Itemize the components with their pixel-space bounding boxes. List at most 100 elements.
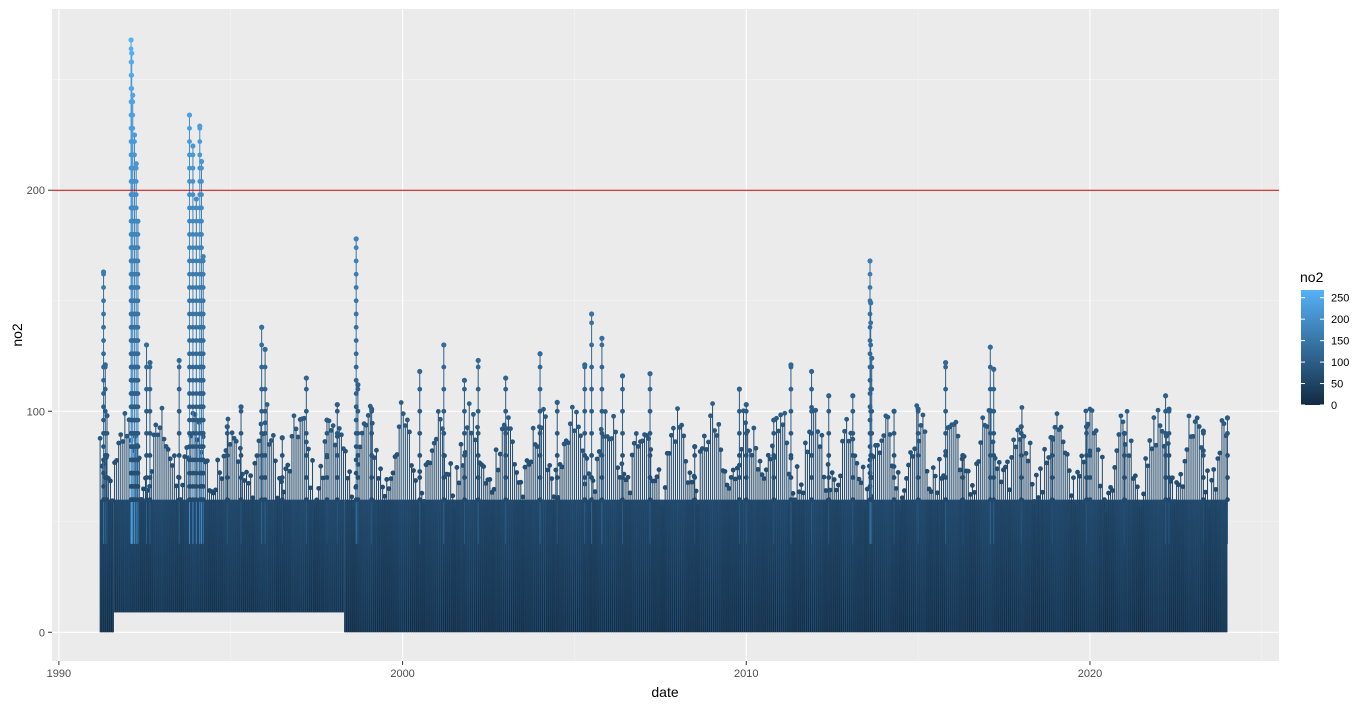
data-point — [411, 468, 416, 473]
data-point — [732, 476, 738, 482]
data-point — [200, 364, 206, 370]
data-point — [790, 491, 796, 496]
data-point — [135, 364, 141, 370]
data-point — [589, 311, 595, 317]
data-point — [662, 485, 668, 490]
data-point — [187, 470, 192, 476]
data-point — [503, 475, 509, 480]
data-point — [1200, 497, 1206, 503]
data-point — [238, 497, 244, 503]
data-point — [193, 298, 199, 304]
data-point — [805, 449, 810, 455]
data-point — [991, 453, 997, 458]
data-point — [1221, 421, 1227, 427]
data-point — [987, 453, 993, 458]
data-point — [1151, 415, 1157, 421]
data-point — [943, 386, 949, 392]
data-point — [1104, 507, 1109, 513]
data-point — [193, 205, 199, 211]
data-point — [503, 375, 509, 381]
data-point — [503, 426, 509, 431]
data-point — [932, 473, 938, 479]
data-point — [714, 433, 720, 438]
data-point — [739, 446, 744, 452]
data-point — [462, 386, 467, 392]
data-point — [788, 362, 794, 368]
data-point — [248, 473, 254, 479]
data-point — [200, 457, 206, 463]
data-point — [788, 475, 794, 480]
data-point — [1192, 419, 1198, 425]
data-point — [259, 386, 265, 392]
data-point — [572, 428, 577, 434]
data-point — [187, 364, 192, 370]
data-point — [528, 459, 534, 465]
data-point — [1069, 493, 1074, 499]
data-point — [582, 408, 588, 414]
data-point — [984, 424, 990, 429]
data-point — [398, 400, 404, 405]
data-point — [503, 453, 509, 458]
data-point — [1052, 424, 1058, 430]
data-point — [850, 408, 856, 414]
data-point — [235, 459, 241, 465]
data-point — [537, 408, 543, 414]
data-point — [1102, 497, 1107, 503]
data-point — [918, 423, 924, 428]
data-point — [782, 410, 788, 416]
data-point — [809, 475, 814, 480]
data-point — [193, 497, 199, 503]
data-point — [135, 245, 141, 251]
data-point — [252, 460, 258, 466]
data-point — [826, 408, 832, 414]
data-point — [190, 165, 196, 171]
data-point — [771, 430, 777, 436]
data-point — [262, 475, 268, 480]
data-point — [143, 342, 150, 348]
data-point — [110, 498, 115, 504]
data-point — [867, 351, 873, 357]
data-point — [190, 218, 196, 224]
data-point — [1011, 437, 1017, 443]
data-point — [135, 483, 141, 489]
data-point — [869, 430, 875, 436]
data-point — [190, 430, 196, 436]
data-point — [599, 386, 605, 392]
data-point — [219, 476, 225, 482]
data-point — [1225, 430, 1230, 436]
data-point — [953, 419, 959, 425]
data-point — [324, 417, 330, 423]
data-point — [197, 152, 203, 158]
data-point — [262, 430, 268, 436]
data-point — [279, 435, 285, 441]
data-point — [788, 408, 794, 414]
data-point — [633, 431, 639, 436]
data-point — [1184, 447, 1190, 453]
data-point — [413, 478, 419, 483]
data-point — [1205, 468, 1210, 474]
data-point — [757, 458, 763, 464]
data-point — [431, 440, 437, 446]
data-point — [101, 470, 106, 476]
data-point — [1075, 469, 1080, 475]
data-point — [743, 408, 749, 414]
data-point — [524, 458, 530, 463]
y-axis: 0 100 200 — [27, 185, 52, 639]
data-point — [355, 475, 361, 480]
data-point — [809, 453, 814, 458]
data-point — [718, 447, 724, 453]
data-point — [135, 444, 141, 450]
data-point — [187, 152, 192, 158]
data-point — [417, 408, 423, 414]
data-point — [334, 402, 340, 408]
data-point — [554, 408, 560, 414]
data-point — [187, 351, 192, 357]
data-point — [417, 368, 423, 375]
data-point — [254, 453, 260, 459]
data-point — [1018, 430, 1024, 436]
data-point — [198, 158, 205, 165]
data-point — [303, 375, 309, 381]
data-point — [906, 462, 911, 468]
data-point — [692, 444, 698, 450]
data-point — [433, 436, 439, 442]
